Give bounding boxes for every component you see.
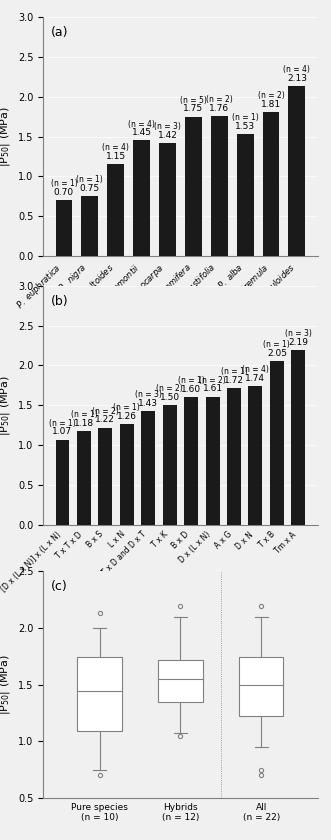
Bar xyxy=(227,388,241,525)
Text: (n = 1): (n = 1) xyxy=(71,410,97,419)
Bar xyxy=(237,134,254,256)
Bar xyxy=(163,405,177,525)
Bar xyxy=(270,361,284,525)
Bar xyxy=(98,428,112,525)
Text: 2.05: 2.05 xyxy=(267,349,287,358)
Text: 2.13: 2.13 xyxy=(287,74,307,83)
Text: (n = 1): (n = 1) xyxy=(76,176,103,185)
Text: (n = 5): (n = 5) xyxy=(180,96,207,105)
Text: (n = 1): (n = 1) xyxy=(49,418,76,428)
Y-axis label: |P$_{50}$| (MPa): |P$_{50}$| (MPa) xyxy=(0,654,12,715)
Bar xyxy=(133,140,150,256)
Text: (n = 1): (n = 1) xyxy=(51,180,77,188)
Text: (n = 4): (n = 4) xyxy=(283,66,310,74)
Text: (c): (c) xyxy=(51,580,68,593)
Text: (n = 2): (n = 2) xyxy=(199,375,226,385)
Text: Aigeiros: Aigeiros xyxy=(98,376,134,385)
Text: Tacamahaca: Tacamahaca xyxy=(165,376,221,385)
Text: 1.61: 1.61 xyxy=(203,385,223,393)
Bar xyxy=(249,386,262,525)
Bar xyxy=(120,424,134,525)
Text: 1.42: 1.42 xyxy=(158,131,177,139)
Bar xyxy=(56,439,70,525)
Text: Turanga: Turanga xyxy=(46,376,82,385)
Text: (n = 3): (n = 3) xyxy=(285,329,312,339)
Text: 0.70: 0.70 xyxy=(54,188,74,197)
Text: 1.15: 1.15 xyxy=(106,152,126,161)
Text: 1.74: 1.74 xyxy=(245,374,265,383)
Bar xyxy=(291,350,305,525)
Text: 0.75: 0.75 xyxy=(80,184,100,193)
Text: 1.76: 1.76 xyxy=(209,103,229,113)
Text: (b): (b) xyxy=(51,295,69,308)
Text: (n = 2): (n = 2) xyxy=(156,385,183,393)
Text: (n = 1): (n = 1) xyxy=(178,376,205,386)
Bar xyxy=(206,396,219,525)
Text: 1.18: 1.18 xyxy=(74,418,94,428)
Text: (n = 1): (n = 1) xyxy=(114,403,140,412)
Bar xyxy=(56,200,72,256)
Bar xyxy=(107,165,124,256)
Text: Populus: Populus xyxy=(253,376,289,385)
Bar xyxy=(141,411,155,525)
Bar xyxy=(262,112,279,256)
FancyBboxPatch shape xyxy=(158,659,203,701)
Text: 1.81: 1.81 xyxy=(261,100,281,108)
Text: (n = 4): (n = 4) xyxy=(128,119,155,129)
Text: (n = 2): (n = 2) xyxy=(92,407,119,416)
Text: (n = 1): (n = 1) xyxy=(221,367,247,375)
Text: (n = 3): (n = 3) xyxy=(154,122,181,131)
Y-axis label: |P$_{50}$| (MPa): |P$_{50}$| (MPa) xyxy=(0,106,12,167)
Text: 1.43: 1.43 xyxy=(138,399,158,407)
Bar xyxy=(211,116,228,256)
Text: (n = 2): (n = 2) xyxy=(206,95,233,104)
Bar xyxy=(184,397,198,525)
Text: (n = 4): (n = 4) xyxy=(242,365,269,374)
Text: 1.26: 1.26 xyxy=(117,412,137,421)
Text: (n = 2): (n = 2) xyxy=(258,91,284,100)
Text: 1.50: 1.50 xyxy=(160,393,180,402)
FancyBboxPatch shape xyxy=(239,658,283,717)
Text: 1.22: 1.22 xyxy=(95,416,115,424)
FancyBboxPatch shape xyxy=(77,658,122,731)
Bar xyxy=(159,143,176,256)
Text: 1.07: 1.07 xyxy=(52,428,72,437)
Bar xyxy=(288,87,305,256)
Text: (n = 3): (n = 3) xyxy=(135,390,162,399)
Text: 1.60: 1.60 xyxy=(181,385,201,394)
Bar xyxy=(81,197,98,256)
Text: (n = 4): (n = 4) xyxy=(102,144,129,153)
Text: (n = 1): (n = 1) xyxy=(232,113,259,122)
Text: 1.72: 1.72 xyxy=(224,375,244,385)
Text: 1.75: 1.75 xyxy=(183,104,203,113)
Text: (a): (a) xyxy=(51,26,69,39)
Bar xyxy=(185,117,202,256)
Text: (n = 1): (n = 1) xyxy=(263,340,290,349)
Y-axis label: |P$_{50}$| (MPa): |P$_{50}$| (MPa) xyxy=(0,375,12,436)
Text: 1.45: 1.45 xyxy=(132,129,152,137)
Text: 1.53: 1.53 xyxy=(235,122,255,131)
Text: 2.19: 2.19 xyxy=(288,338,308,347)
Bar xyxy=(77,431,91,525)
